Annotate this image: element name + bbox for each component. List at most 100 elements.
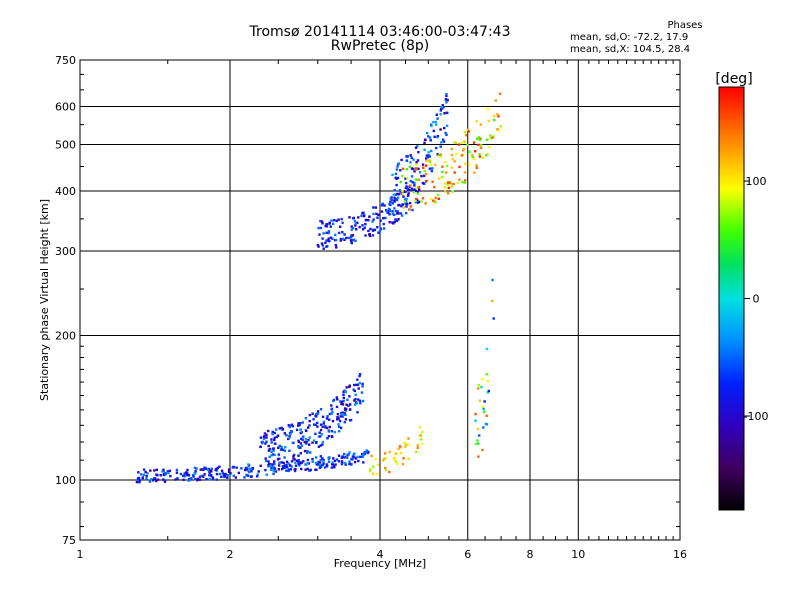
data-point [201,468,204,471]
data-point [349,408,352,411]
data-point [330,219,333,222]
data-point [421,430,424,434]
data-point [467,130,470,133]
data-point [269,464,273,467]
data-point [477,383,480,387]
data-point [393,213,396,216]
data-point [436,134,440,138]
data-point [273,442,277,445]
data-point [185,471,189,475]
data-point [273,467,277,470]
data-point [330,404,333,407]
data-point [289,464,292,467]
data-point [297,445,300,448]
data-point [401,174,404,178]
data-point [270,438,273,441]
data-point [363,451,366,454]
data-point [287,462,290,465]
data-point [393,199,396,203]
data-point [272,472,275,476]
data-point [328,425,331,429]
data-point [319,408,323,411]
data-point [365,450,369,453]
data-point [229,471,232,475]
data-point [496,128,499,131]
data-point [315,456,318,459]
data-point [427,151,430,154]
data-point [444,182,447,185]
data-point [344,418,348,421]
data-point [346,398,349,401]
data-point [405,159,409,162]
data-point [417,200,421,203]
data-point [439,109,442,112]
data-point [406,203,409,206]
data-point [486,380,490,383]
data-point [440,107,443,111]
data-point [141,476,144,480]
data-point [351,234,355,237]
data-point [318,466,322,469]
data-point [324,224,327,228]
data-point [392,193,395,196]
data-point [341,403,345,406]
data-point [322,460,325,463]
data-point [355,228,358,231]
x-tick-label: 6 [464,548,471,561]
data-point [282,466,285,469]
data-point [319,458,322,462]
data-point [363,452,367,456]
data-point [320,242,324,245]
data-point [318,233,321,236]
data-point [333,459,337,463]
data-point [144,470,147,474]
data-point [277,446,280,449]
data-point [271,432,275,436]
data-point [276,434,280,437]
data-point [272,449,275,452]
data-point [321,222,324,225]
data-point [385,210,388,213]
data-point [386,211,389,214]
data-point [348,216,351,219]
data-point [257,470,260,473]
data-point [343,421,346,424]
data-point [275,428,278,431]
data-point [325,239,328,242]
data-point [333,466,336,469]
data-point [277,453,280,456]
data-point [423,169,426,173]
data-point [290,460,294,463]
data-point [320,220,324,223]
data-point [296,459,299,462]
data-point [405,205,408,208]
data-point [353,460,357,464]
axis-ticks: 1 2 4 6 8 10 16 75 100 200 300 400 500 600 750 [55,54,687,561]
data-point [330,407,334,410]
data-point [282,461,285,465]
data-point [324,426,327,429]
data-point [289,468,292,471]
data-point [273,436,276,440]
data-point [237,471,240,475]
data-point [352,452,355,456]
data-point [362,453,365,457]
data-point [405,177,409,180]
data-point [137,477,141,480]
data-point [240,467,243,470]
data-point [324,241,327,244]
data-point [155,479,158,483]
data-point [443,112,446,115]
data-point [373,228,377,232]
data-point [347,404,350,407]
data-point [251,467,255,470]
data-point [353,389,356,393]
data-point [200,474,203,477]
chart-title: Tromsø 20141114 03:46:00-03:47:43 [249,24,511,40]
data-point [394,460,397,463]
data-point [208,471,211,474]
data-point [145,477,148,481]
data-point [283,466,286,470]
data-point [374,457,377,461]
data-point [436,153,439,156]
